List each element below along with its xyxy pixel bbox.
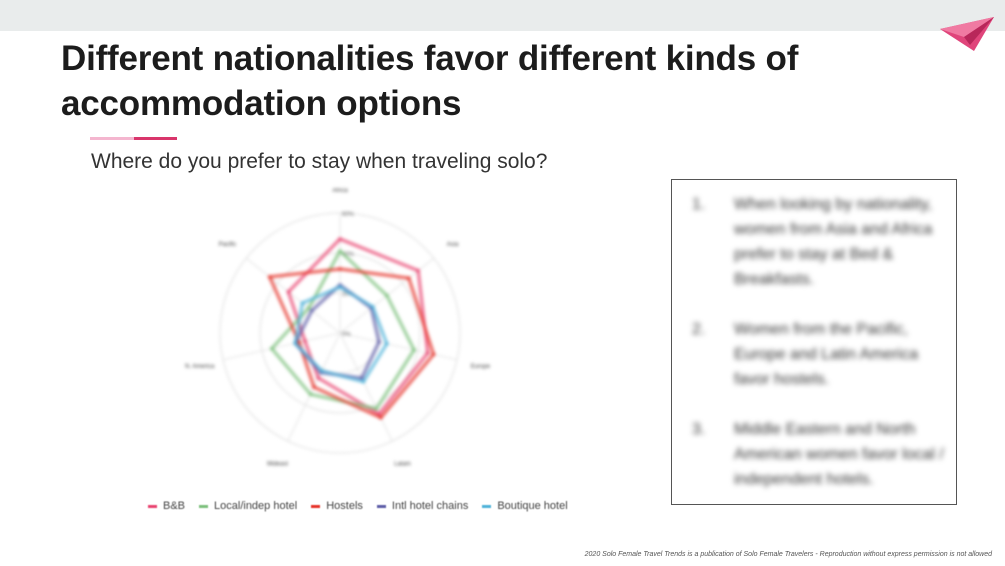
data-point: [300, 301, 305, 305]
radial-tick-label: 40%: [342, 252, 355, 258]
data-point: [338, 285, 342, 289]
grid-spoke: [339, 332, 393, 442]
legend-swatch: [148, 504, 157, 508]
chart-question: Where do you prefer to stay when traveli…: [91, 150, 548, 173]
title-underline-accent: [134, 137, 177, 140]
data-point: [269, 346, 274, 351]
legend-item: Intl hotel chains: [376, 500, 469, 512]
legend-swatch: [199, 504, 209, 508]
data-point: [378, 415, 383, 420]
data-point: [306, 306, 311, 310]
top-bar: [0, 0, 1005, 31]
note-text: Women from the Pacific, Europe and Latin…: [734, 321, 919, 388]
data-point: [407, 276, 411, 280]
data-point: [385, 293, 389, 298]
data-point: [267, 275, 272, 279]
legend-swatch: [376, 504, 386, 508]
axis-label: Asia: [447, 242, 459, 248]
radial-tick-label: 0%: [342, 332, 351, 338]
radial-tick-label: 20%: [342, 292, 355, 298]
data-point: [293, 341, 297, 346]
note-number: 3.: [692, 421, 706, 438]
series-line: [268, 267, 436, 420]
radial-tick-label: 60%: [342, 212, 355, 218]
paper-plane-icon: [940, 17, 994, 51]
data-point: [312, 385, 316, 389]
data-point: [416, 268, 420, 273]
axis-label: Mideast: [267, 462, 288, 468]
legend-label: B&B: [163, 500, 186, 512]
note-number: 2.: [692, 321, 706, 338]
data-point: [431, 352, 436, 357]
legend-label: Local/indep hotel: [214, 500, 298, 512]
data-point: [377, 340, 381, 344]
data-point: [384, 341, 389, 346]
series-line: [286, 237, 430, 416]
note-text: Middle Eastern and North American women …: [734, 421, 944, 488]
grid-spoke: [222, 332, 341, 361]
data-point: [338, 267, 342, 271]
data-point: [371, 305, 375, 309]
grid-spoke: [245, 257, 341, 334]
chart-legend: B&B Local/indep hotel Hostels Intl hotel ch…: [148, 500, 568, 512]
legend-label: Intl hotel chains: [391, 500, 469, 512]
data-point: [338, 249, 342, 253]
note-number: 1.: [692, 196, 706, 213]
radar-chart-svg: 0% 20% 40% 60% Africa Asia Europe Latam Mideast N…: [185, 188, 491, 468]
footer-copyright: 2020 Solo Female Travel Trends is a publ…: [584, 551, 992, 558]
legend-item: Hostels: [311, 500, 363, 512]
notes-list: 1. When looking by nationality, women fro…: [672, 180, 956, 492]
slide-title: Different nationalities favor different …: [61, 39, 799, 123]
grid-spoke: [339, 332, 458, 361]
notes-box: 1. When looking by nationality, women fro…: [671, 179, 957, 505]
data-point: [319, 369, 324, 373]
data-point: [308, 392, 313, 397]
axis-label: Pacific: [219, 242, 237, 248]
series-line: [293, 285, 389, 384]
data-point: [286, 290, 291, 294]
note-text: When looking by nationality, women from …: [734, 196, 933, 288]
axis-label: Europe: [471, 364, 491, 370]
axis-label: Africa: [332, 188, 348, 194]
legend-label: Boutique hotel: [497, 500, 568, 512]
legend-item: B&B: [148, 500, 185, 512]
axis-label: Latam: [394, 462, 411, 468]
data-point: [425, 351, 430, 355]
data-point: [361, 379, 366, 384]
data-point: [297, 340, 301, 345]
axis-label: N. America: [185, 364, 215, 370]
data-point: [374, 406, 379, 411]
legend-item: Boutique hotel: [482, 500, 568, 512]
legend-swatch: [311, 504, 321, 508]
note-item: 3. Middle Eastern and North American wome…: [692, 417, 946, 492]
title-underline-light: [90, 137, 134, 140]
data-point: [338, 237, 342, 241]
data-point: [316, 376, 321, 380]
legend-label: Hostels: [326, 500, 363, 512]
data-point: [310, 308, 314, 313]
note-item: 2. Women from the Pacific, Europe and Lat…: [692, 317, 946, 392]
note-item: 1. When looking by nationality, women fro…: [692, 192, 946, 292]
data-point: [303, 339, 307, 343]
data-point: [412, 348, 416, 352]
radar-chart: 0% 20% 40% 60% Africa Asia Europe Latam Mideast N…: [150, 180, 550, 480]
legend-item: Local/indep hotel: [199, 500, 297, 512]
legend-swatch: [482, 504, 492, 508]
data-point: [359, 376, 364, 380]
